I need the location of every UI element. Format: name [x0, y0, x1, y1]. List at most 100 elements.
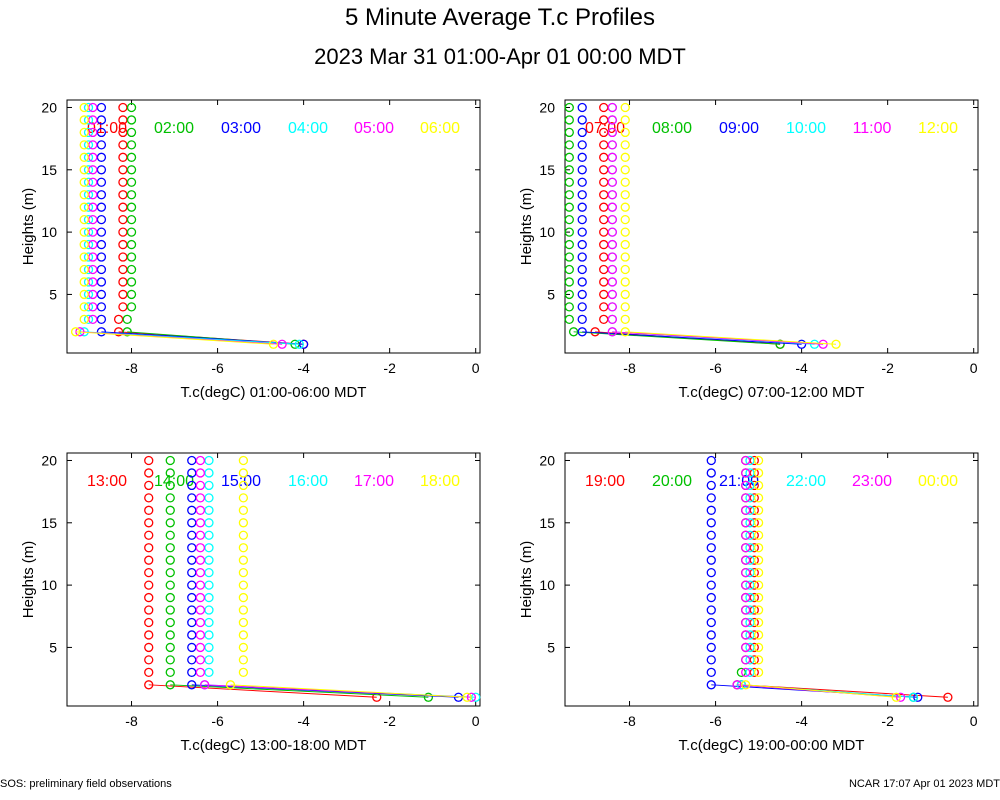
legend-label: 18:00	[420, 473, 460, 490]
data-point	[564, 227, 574, 237]
data-point	[83, 190, 94, 200]
data-point	[165, 667, 175, 677]
data-point	[741, 617, 751, 628]
data-point	[165, 493, 175, 503]
x-tick-label: -8	[125, 360, 138, 376]
data-point	[741, 605, 751, 615]
data-point	[195, 592, 206, 603]
y-tick-label: 15	[41, 515, 57, 531]
data-point	[187, 493, 197, 503]
data-point	[79, 165, 89, 175]
data-point	[118, 214, 128, 225]
data-point	[204, 592, 214, 603]
data-point	[126, 115, 137, 125]
data-point	[187, 592, 197, 603]
data-point	[195, 530, 206, 540]
data-point	[83, 140, 94, 150]
data-point	[706, 518, 716, 528]
legend-label: 06:00	[420, 120, 460, 137]
x-tick-label: -2	[881, 713, 894, 729]
data-point	[187, 505, 197, 515]
data-point	[564, 202, 574, 212]
data-point	[96, 302, 107, 312]
data-point	[620, 190, 630, 200]
data-point	[599, 177, 609, 187]
data-point	[144, 543, 154, 553]
data-point	[165, 567, 175, 578]
data-point	[204, 518, 214, 528]
data-point	[818, 339, 828, 349]
y-tick-label: 20	[41, 99, 57, 115]
data-point	[706, 555, 716, 565]
data-point	[96, 165, 107, 175]
y-tick-label: 20	[41, 452, 57, 468]
data-point	[195, 468, 206, 478]
data-point	[144, 468, 154, 478]
x-tick-label: -4	[795, 360, 808, 376]
chart-panel-2: -8 -6 -4 -2 0 5 10 15 20 T.c(degC) 07:00-12:00 MD…	[518, 99, 979, 401]
data-point	[607, 264, 617, 275]
data-point	[706, 480, 716, 491]
x-tick-label: -2	[383, 360, 396, 376]
data-point	[96, 202, 107, 212]
data-point	[118, 165, 128, 175]
data-point	[238, 617, 249, 628]
y-tick-label: 5	[49, 639, 57, 655]
data-point	[144, 530, 154, 540]
data-point	[195, 543, 206, 553]
data-point	[599, 202, 609, 212]
x-tick-label: -8	[125, 713, 138, 729]
data-point	[187, 630, 197, 640]
data-point	[187, 555, 197, 565]
data-point	[620, 252, 630, 262]
series-1200	[620, 102, 841, 349]
legend-label: 07:00	[585, 120, 625, 137]
data-point	[96, 140, 107, 150]
data-point	[741, 543, 751, 553]
plot-frame	[66, 452, 481, 707]
series-0000	[741, 455, 901, 702]
data-point	[607, 165, 617, 175]
data-point	[620, 140, 630, 150]
data-point	[577, 165, 587, 175]
y-tick-label: 10	[539, 224, 555, 240]
data-point	[753, 480, 764, 491]
series-1400	[165, 455, 434, 702]
data-point	[564, 177, 574, 187]
legend-label: 12:00	[918, 120, 958, 137]
data-point	[599, 289, 609, 300]
data-point	[706, 468, 716, 478]
legend-label: 20:00	[652, 473, 692, 490]
data-point	[204, 617, 214, 628]
data-point	[599, 302, 609, 312]
data-point	[620, 115, 630, 125]
data-point	[895, 692, 906, 702]
data-point	[577, 227, 587, 237]
data-point	[144, 493, 154, 503]
data-point	[620, 264, 630, 275]
data-point	[706, 630, 716, 640]
data-point	[577, 202, 587, 212]
series-line	[191, 684, 459, 698]
data-point	[225, 680, 236, 690]
data-point	[607, 252, 617, 262]
data-point	[79, 264, 89, 275]
data-point	[144, 680, 154, 690]
data-point	[620, 214, 630, 225]
data-point	[126, 264, 137, 275]
data-point	[706, 642, 716, 653]
y-tick-label: 10	[41, 577, 57, 593]
data-point	[144, 580, 154, 590]
legend-label: 22:00	[786, 473, 826, 490]
data-point	[577, 140, 587, 150]
data-point	[238, 630, 249, 640]
data-point	[564, 190, 574, 200]
data-point	[204, 555, 214, 565]
data-point	[165, 530, 175, 540]
data-point	[462, 692, 472, 702]
series-0100	[113, 102, 309, 349]
data-point	[620, 302, 630, 312]
data-point	[70, 327, 81, 337]
data-point	[607, 202, 617, 212]
data-point	[83, 115, 94, 125]
